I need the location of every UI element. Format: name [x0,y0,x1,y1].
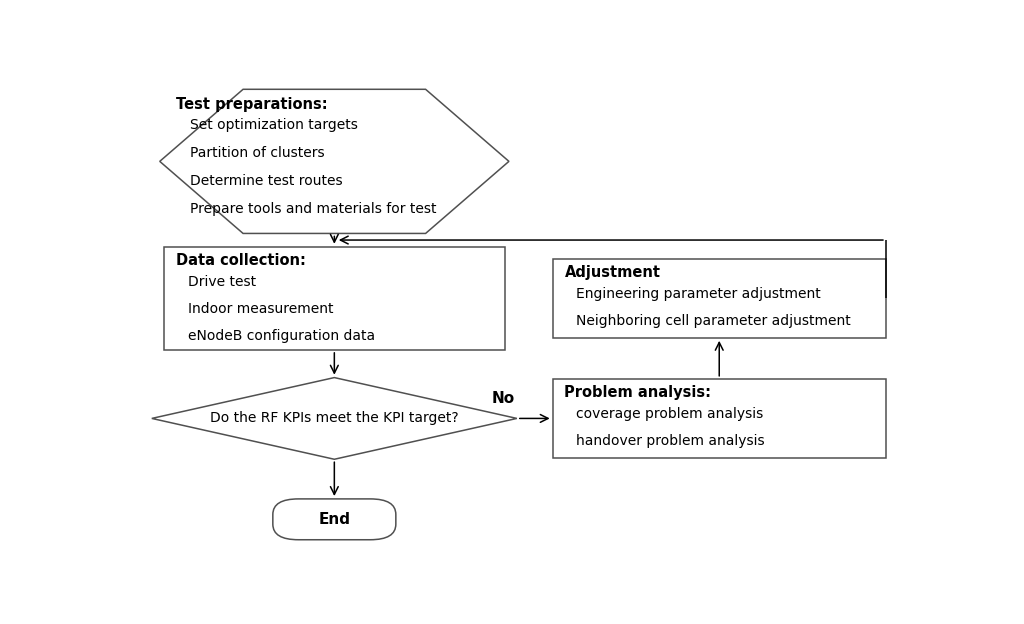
Bar [164,246,505,350]
Text: Set optimization targets: Set optimization targets [189,118,357,132]
Text: eNodeB configuration data: eNodeB configuration data [187,329,375,343]
Text: Partition of clusters: Partition of clusters [189,146,325,160]
Text: End: End [318,512,350,527]
Polygon shape [160,89,509,233]
Text: handover problem analysis: handover problem analysis [577,434,765,448]
Text: Indoor measurement: Indoor measurement [187,302,333,316]
Text: Problem analysis:: Problem analysis: [564,385,712,400]
Bar [553,259,886,338]
Text: Drive test: Drive test [187,275,256,288]
Text: Do the RF KPIs meet the KPI target?: Do the RF KPIs meet the KPI target? [210,411,459,426]
Text: Prepare tools and materials for test: Prepare tools and materials for test [189,202,436,216]
Text: Test preparations:: Test preparations: [176,97,328,112]
Text: Neighboring cell parameter adjustment: Neighboring cell parameter adjustment [577,314,851,328]
Text: coverage problem analysis: coverage problem analysis [577,407,764,421]
Bar [553,379,886,458]
Text: Determine test routes: Determine test routes [189,174,342,188]
Polygon shape [152,378,517,459]
FancyBboxPatch shape [272,499,396,540]
Text: Data collection:: Data collection: [176,253,305,268]
Text: No: No [492,391,514,406]
Text: Adjustment: Adjustment [564,265,660,280]
Text: Engineering parameter adjustment: Engineering parameter adjustment [577,286,821,301]
